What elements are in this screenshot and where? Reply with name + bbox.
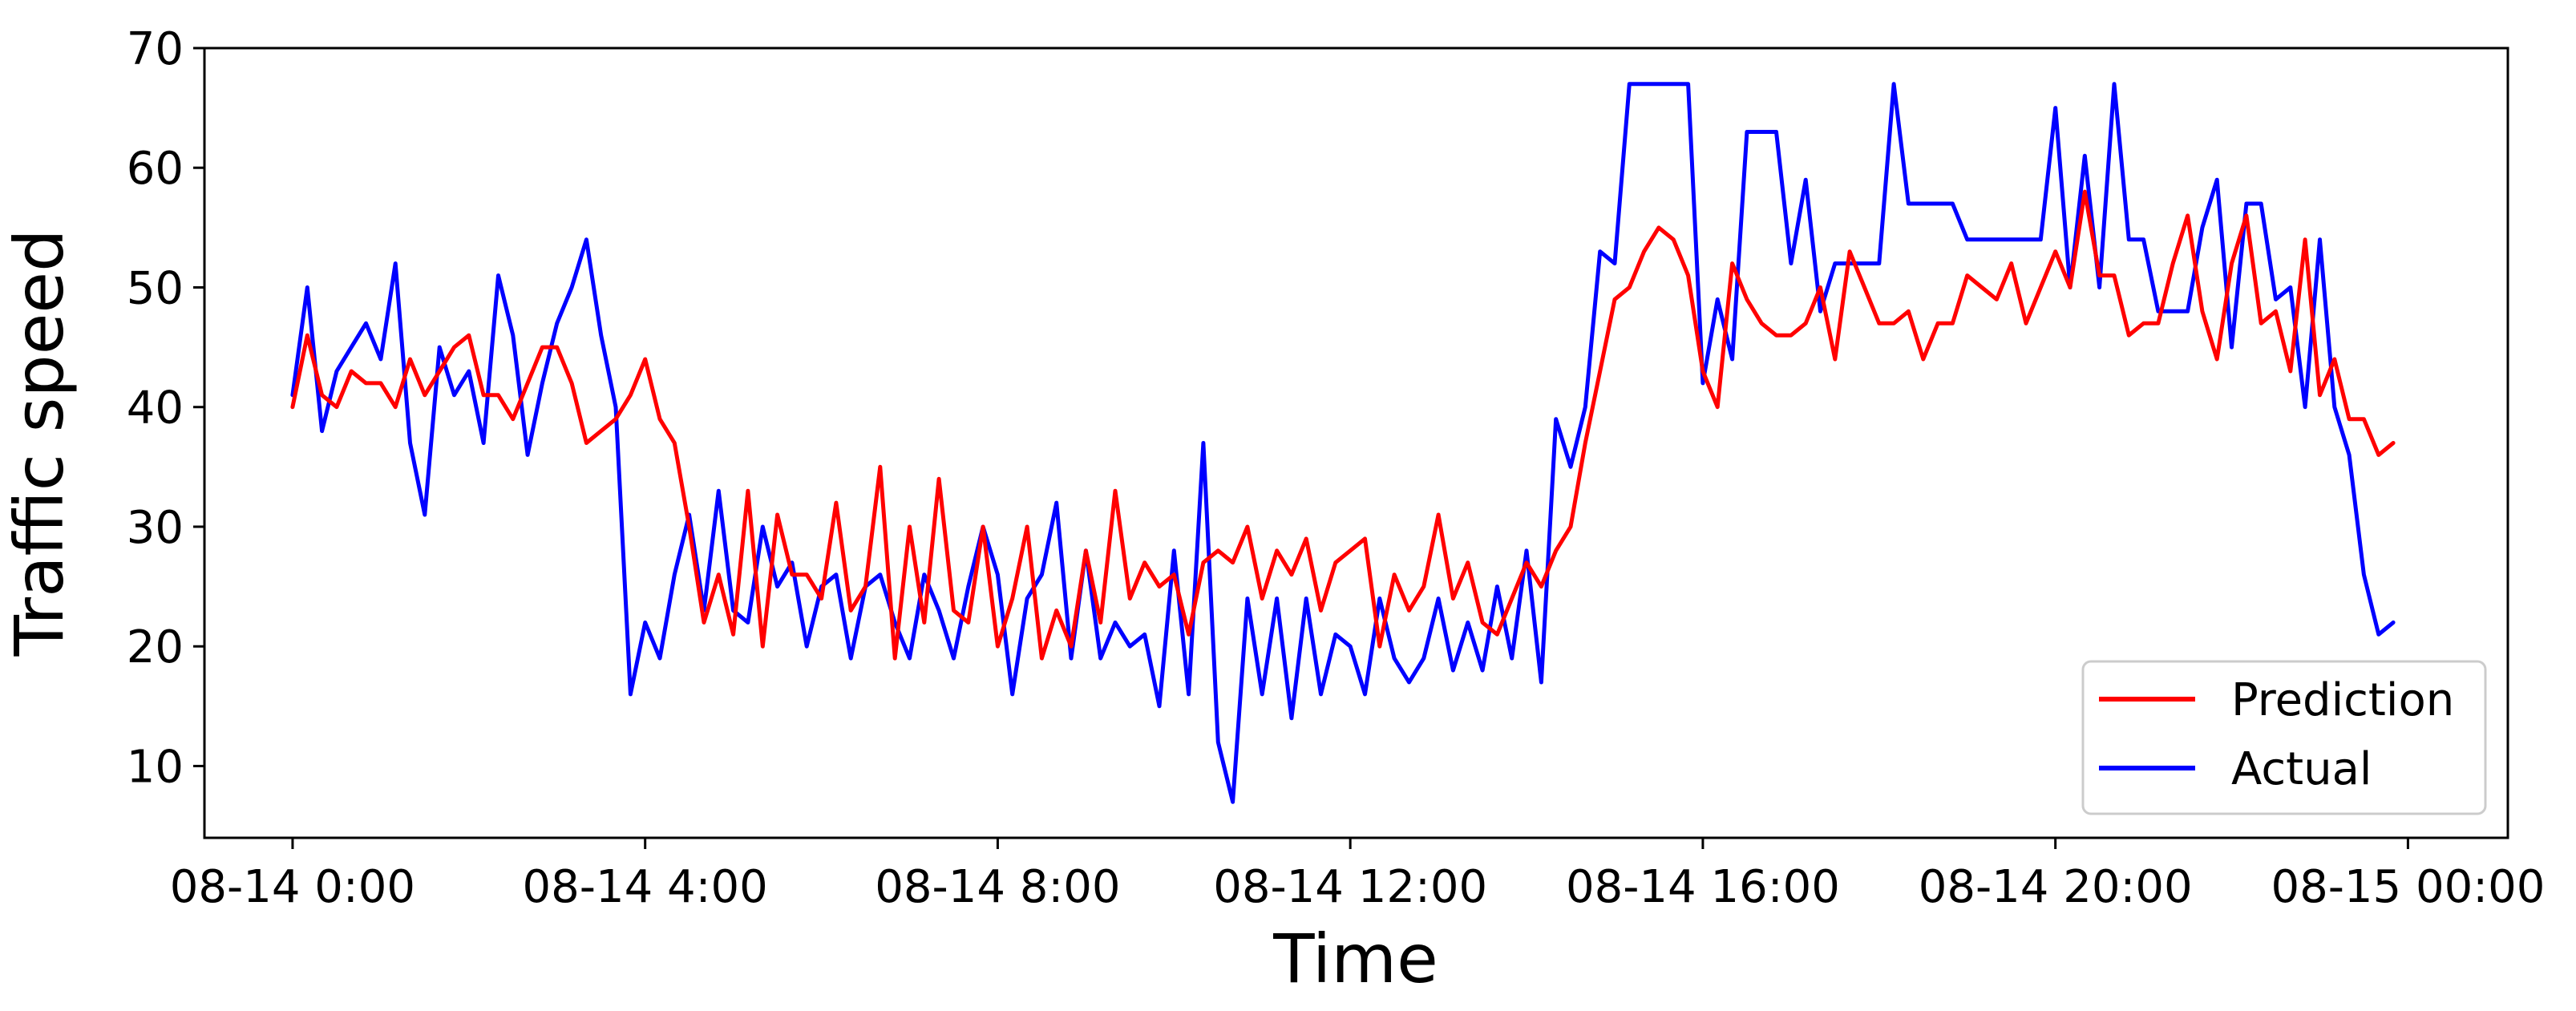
y-tick-label: 40 [127, 382, 184, 435]
y-tick-label: 10 [127, 741, 184, 793]
legend-label-prediction: Prediction [2231, 674, 2454, 726]
plot-area-frame [203, 47, 2509, 839]
x-tick-label: 08-14 4:00 [523, 861, 768, 913]
legend: Prediction Actual [2081, 660, 2487, 815]
legend-label-actual: Actual [2231, 743, 2372, 795]
x-tick-label: 08-14 20:00 [1919, 861, 2193, 913]
series-layer [290, 82, 2396, 804]
series-line-prediction [290, 189, 2396, 661]
y-tick-label: 20 [127, 621, 184, 673]
x-tick-label: 08-14 0:00 [170, 861, 415, 913]
x-tick-label: 08-14 8:00 [875, 861, 1120, 913]
y-tick-label: 60 [127, 143, 184, 195]
x-axis-ticks: 08-14 0:00 08-14 4:00 08-14 8:00 08-14 12:0… [170, 838, 2545, 913]
y-tick-label: 30 [127, 502, 184, 554]
y-axis-ticks: 10 20 30 40 50 60 70 [127, 23, 204, 793]
series-line-actual [290, 82, 2396, 804]
y-tick-label: 50 [127, 262, 184, 314]
y-axis-label: Traffic speed [0, 229, 79, 657]
x-axis-label: Time [1272, 920, 1438, 998]
x-tick-label: 08-14 12:00 [1213, 861, 1487, 913]
y-tick-label: 70 [127, 23, 184, 75]
x-tick-label: 08-15 00:00 [2271, 861, 2545, 913]
x-tick-label: 08-14 16:00 [1566, 861, 1840, 913]
